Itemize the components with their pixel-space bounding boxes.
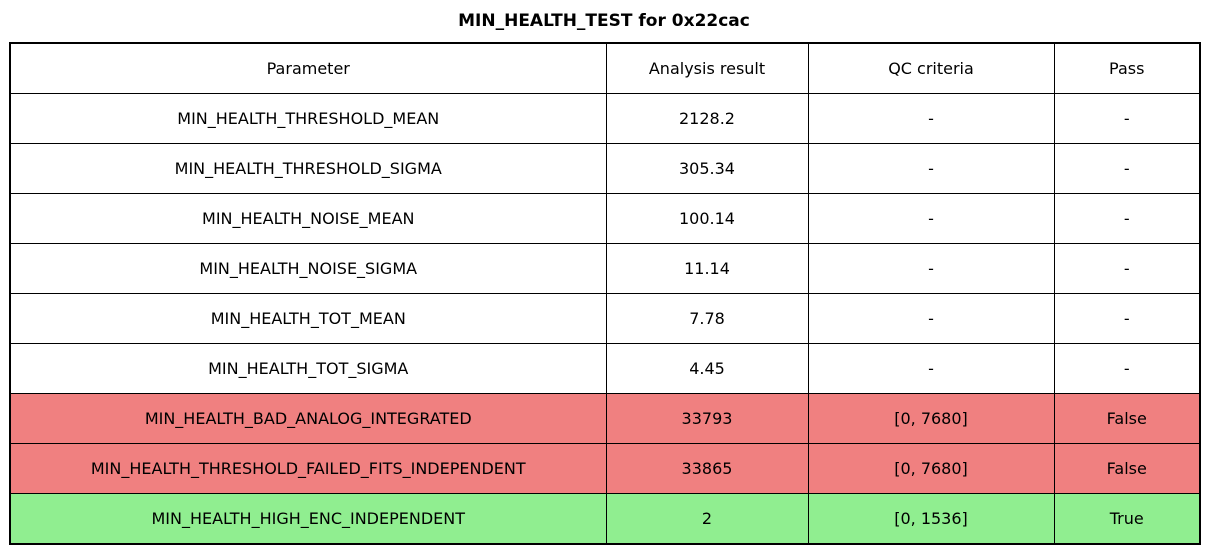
cell-pass: False [1053,393,1201,444]
cell-pass: True [1053,493,1201,545]
column-header-analysis-result: Analysis result [605,42,809,94]
column-header-qc-criteria: QC criteria [807,42,1055,94]
cell-parameter: MIN_HEALTH_BAD_ANALOG_INTEGRATED [9,393,607,444]
cell-parameter: MIN_HEALTH_NOISE_SIGMA [9,243,607,294]
cell-qc-criteria: - [807,93,1055,144]
cell-parameter: MIN_HEALTH_HIGH_ENC_INDEPENDENT [9,493,607,545]
column-header-parameter: Parameter [9,42,607,94]
cell-analysis-result: 33793 [605,393,809,444]
cell-analysis-result: 305.34 [605,143,809,194]
cell-analysis-result: 2 [605,493,809,545]
table-row: MIN_HEALTH_BAD_ANALOG_INTEGRATED 33793 [… [9,393,1201,444]
cell-parameter: MIN_HEALTH_NOISE_MEAN [9,193,607,244]
cell-parameter: MIN_HEALTH_THRESHOLD_MEAN [9,93,607,144]
cell-qc-criteria: - [807,193,1055,244]
cell-analysis-result: 33865 [605,443,809,494]
table-row: MIN_HEALTH_THRESHOLD_SIGMA 305.34 - - [9,143,1201,194]
cell-pass: - [1053,293,1201,344]
cell-pass: - [1053,143,1201,194]
cell-pass: - [1053,343,1201,394]
cell-qc-criteria: - [807,293,1055,344]
header-row: Parameter Analysis result QC criteria Pa… [9,42,1201,94]
qc-results-table: Parameter Analysis result QC criteria Pa… [9,42,1201,545]
cell-qc-criteria: - [807,143,1055,194]
cell-parameter: MIN_HEALTH_TOT_SIGMA [9,343,607,394]
cell-qc-criteria: [0, 7680] [807,393,1055,444]
cell-qc-criteria: [0, 7680] [807,443,1055,494]
table-row: MIN_HEALTH_NOISE_MEAN 100.14 - - [9,193,1201,244]
cell-analysis-result: 7.78 [605,293,809,344]
cell-parameter: MIN_HEALTH_THRESHOLD_FAILED_FITS_INDEPEN… [9,443,607,494]
table-row: MIN_HEALTH_THRESHOLD_MEAN 2128.2 - - [9,93,1201,144]
cell-qc-criteria: - [807,343,1055,394]
cell-analysis-result: 4.45 [605,343,809,394]
cell-pass: - [1053,243,1201,294]
cell-qc-criteria: [0, 1536] [807,493,1055,545]
table-row: MIN_HEALTH_HIGH_ENC_INDEPENDENT 2 [0, 15… [9,493,1201,545]
table-row: MIN_HEALTH_TOT_SIGMA 4.45 - - [9,343,1201,394]
cell-qc-criteria: - [807,243,1055,294]
cell-analysis-result: 2128.2 [605,93,809,144]
cell-parameter: MIN_HEALTH_TOT_MEAN [9,293,607,344]
cell-analysis-result: 100.14 [605,193,809,244]
cell-parameter: MIN_HEALTH_THRESHOLD_SIGMA [9,143,607,194]
cell-pass: - [1053,93,1201,144]
table-row: MIN_HEALTH_NOISE_SIGMA 11.14 - - [9,243,1201,294]
table-row: MIN_HEALTH_THRESHOLD_FAILED_FITS_INDEPEN… [9,443,1201,494]
column-header-pass: Pass [1053,42,1201,94]
table-row: MIN_HEALTH_TOT_MEAN 7.78 - - [9,293,1201,344]
cell-pass: False [1053,443,1201,494]
cell-analysis-result: 11.14 [605,243,809,294]
figure-title: MIN_HEALTH_TEST for 0x22cac [458,11,750,31]
cell-pass: - [1053,193,1201,244]
